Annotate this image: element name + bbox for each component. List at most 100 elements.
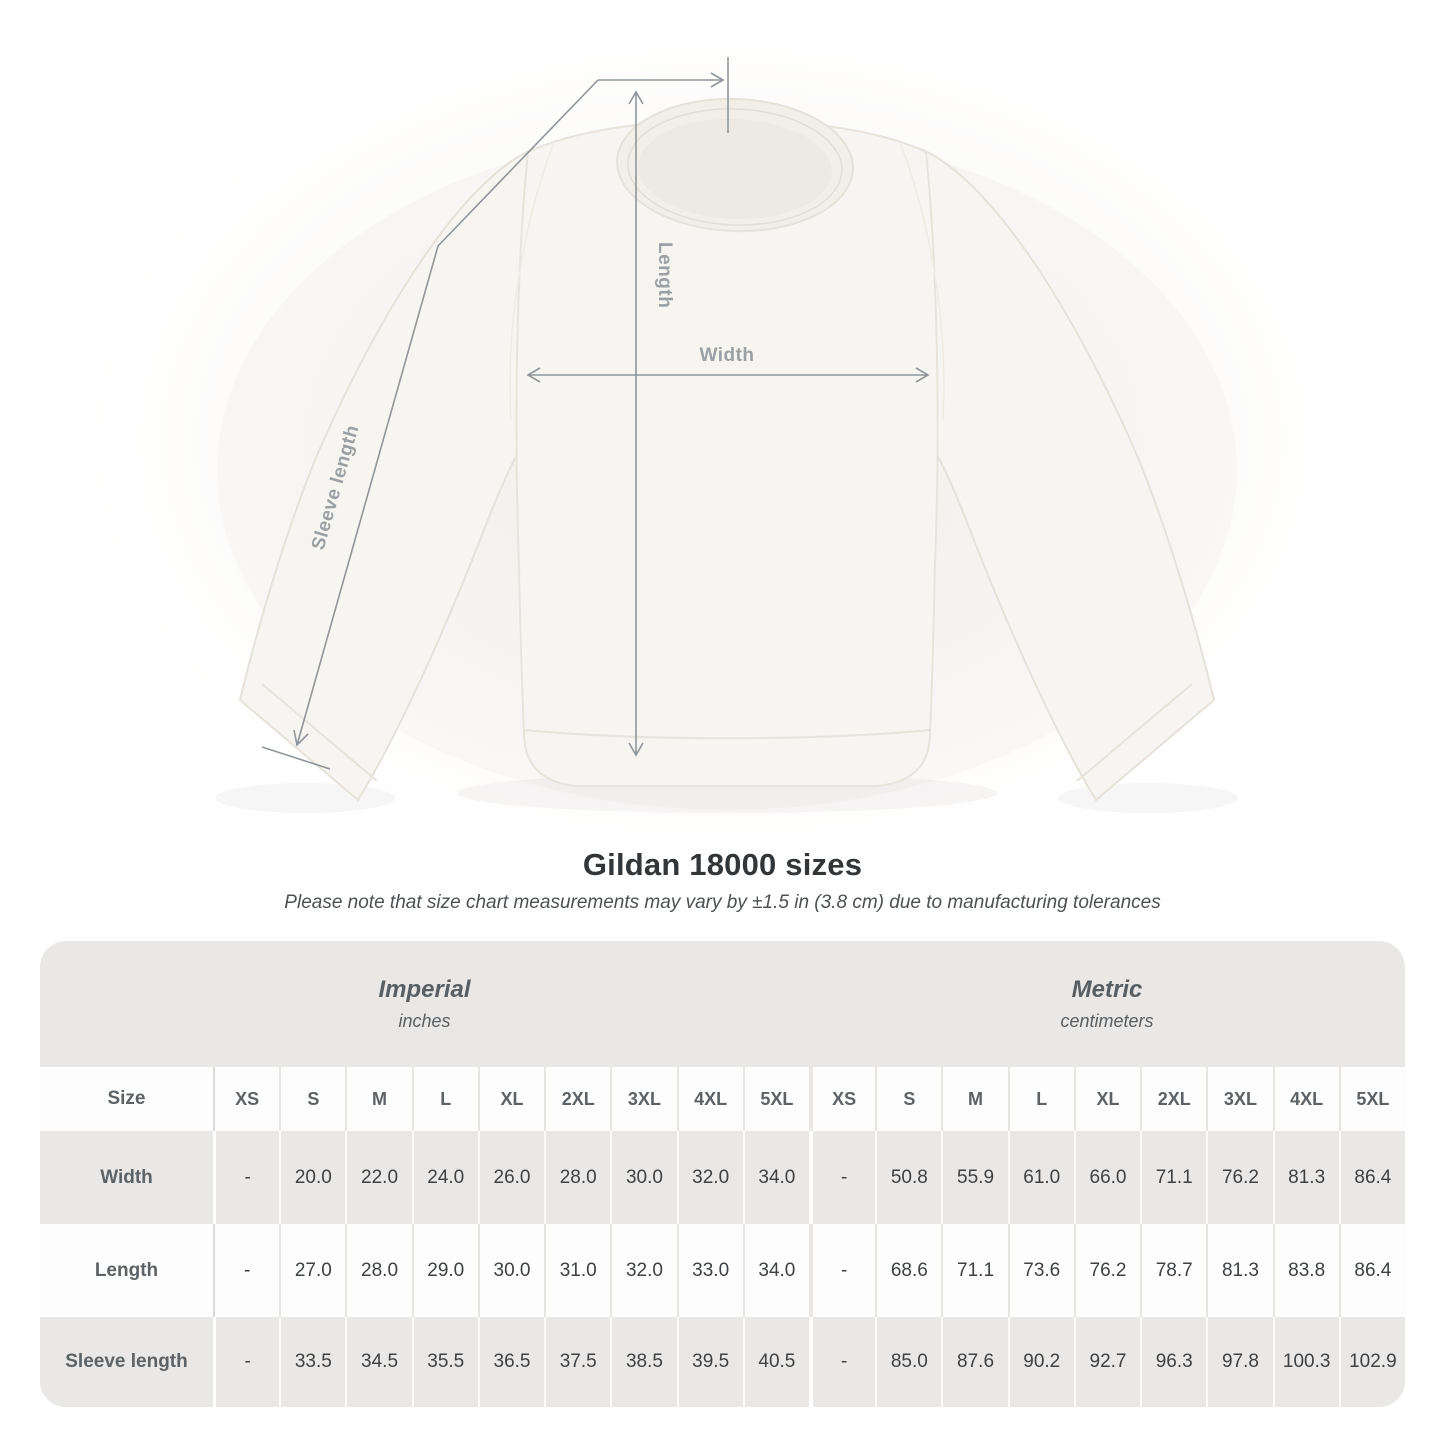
hem-seam [523,729,931,740]
size-column-header: Size [107,1088,146,1109]
value-cell: 33.0 [676,1224,743,1317]
collar [616,97,854,233]
value-cell: 31.0 [544,1224,610,1317]
value-cell: 32.0 [610,1224,676,1317]
value-cell: - [808,1317,875,1407]
value-cell: 102.9 [1338,1317,1405,1407]
value-cell: 76.2 [1073,1224,1140,1317]
value-cell: 27.0 [279,1224,345,1317]
value-cell: 38.5 [610,1317,676,1407]
size-col-header: L [411,1067,478,1131]
table-row-length: Length - 27.0 28.0 29.0 30.0 31.0 32.0 3… [40,1224,1405,1317]
value-cell: 26.0 [477,1131,544,1224]
value-cell: 24.0 [411,1131,478,1224]
value-cell: 22.0 [345,1131,411,1224]
value-cell: 36.5 [477,1317,544,1407]
unit-group-header-row: Imperial inches Metric centimeters [40,941,1405,1067]
value-cell: 61.0 [1007,1131,1074,1224]
row-label: Width [100,1166,153,1188]
value-cell: 40.5 [742,1317,809,1407]
size-col-header: S [279,1067,345,1131]
imperial-group-unit: inches [398,1011,451,1031]
group-header-metric: Metric centimeters [809,941,1405,1067]
value-cell: - [213,1317,279,1407]
size-col-header: XL [477,1067,544,1131]
size-col-header: XS [808,1067,875,1131]
size-col-header: M [941,1067,1007,1131]
sweatshirt-sleeves [238,147,1216,802]
size-col-header: 5XL [742,1067,809,1131]
left-cuff-seam [261,683,378,782]
size-col-header: 3XL [610,1067,676,1131]
size-col-header: 4XL [1272,1067,1339,1131]
value-cell: 34.0 [742,1224,809,1317]
imperial-group-name: Imperial [378,976,471,1003]
metric-group-unit: centimeters [1060,1011,1154,1031]
page-subtitle: Please note that size chart measurements… [284,892,1161,913]
value-cell: 33.5 [279,1317,345,1407]
measurement-lines [261,57,930,770]
value-cell: 81.3 [1206,1224,1272,1317]
value-cell: 90.2 [1007,1317,1074,1407]
value-cell: 68.6 [875,1224,941,1317]
group-header-imperial: Imperial inches [40,941,809,1067]
row-label: Length [94,1259,159,1281]
value-cell: 96.3 [1140,1317,1206,1407]
size-col-header: S [875,1067,941,1131]
value-cell: 28.0 [345,1224,411,1317]
value-cell: 85.0 [875,1317,941,1407]
width-label: Width [699,345,754,366]
sweatshirt-illustration: Length Width Sleeve length [238,57,1216,802]
value-cell: - [808,1131,875,1224]
value-cell: 66.0 [1073,1131,1140,1224]
left-shoulder-seam [509,141,555,421]
size-col-header: 2XL [544,1067,610,1131]
size-col-header: 3XL [1206,1067,1272,1131]
value-cell: 55.9 [941,1131,1007,1224]
value-cell: - [213,1131,279,1224]
value-cell: 87.6 [941,1317,1007,1407]
width-measure-line [526,367,930,383]
value-cell: 30.0 [477,1224,544,1317]
size-col-header: 5XL [1338,1067,1405,1131]
right-shoulder-seam [899,141,945,421]
value-cell: - [213,1224,279,1317]
value-cell: 71.1 [941,1224,1007,1317]
value-cell: 81.3 [1272,1131,1339,1224]
value-cell: 20.0 [279,1131,345,1224]
table-row-sleeve-length: Sleeve length - 33.5 34.5 35.5 36.5 37.5… [40,1317,1405,1407]
size-col-header: 2XL [1140,1067,1206,1131]
size-col-header: XL [1073,1067,1140,1131]
size-col-header: 4XL [676,1067,743,1131]
value-cell: 92.7 [1073,1317,1140,1407]
value-cell: 32.0 [676,1131,743,1224]
sleeve-measure-line [261,57,729,770]
value-cell: 50.8 [875,1131,941,1224]
size-col-header: XS [213,1067,279,1131]
value-cell: 35.5 [411,1317,478,1407]
size-header-row: Size XS S M L XL 2XL 3XL 4XL 5XL XS S M … [40,1067,1405,1131]
value-cell: 37.5 [544,1317,610,1407]
size-col-header: M [345,1067,411,1131]
value-cell: 97.8 [1206,1317,1272,1407]
title-block: Gildan 18000 sizes Please note that size… [0,847,1445,914]
page-title: Gildan 18000 sizes [582,847,863,882]
value-cell: 71.1 [1140,1131,1206,1224]
length-label: Length [654,242,675,308]
value-cell: 76.2 [1206,1131,1272,1224]
value-cell: 34.5 [345,1317,411,1407]
size-col-header: L [1007,1067,1074,1131]
right-cuff-seam [1076,683,1193,782]
value-cell: 86.4 [1338,1224,1405,1317]
row-label: Sleeve length [65,1351,188,1372]
value-cell: 29.0 [411,1224,478,1317]
metric-group-name: Metric [1071,976,1143,1003]
length-measure-line [628,90,644,757]
value-cell: 34.0 [742,1131,809,1224]
table-row-width: Width - 20.0 22.0 24.0 26.0 28.0 30.0 32… [40,1131,1405,1224]
value-cell: - [808,1224,875,1317]
value-cell: 78.7 [1140,1224,1206,1317]
value-cell: 73.6 [1007,1224,1074,1317]
value-cell: 100.3 [1272,1317,1339,1407]
value-cell: 28.0 [544,1131,610,1224]
